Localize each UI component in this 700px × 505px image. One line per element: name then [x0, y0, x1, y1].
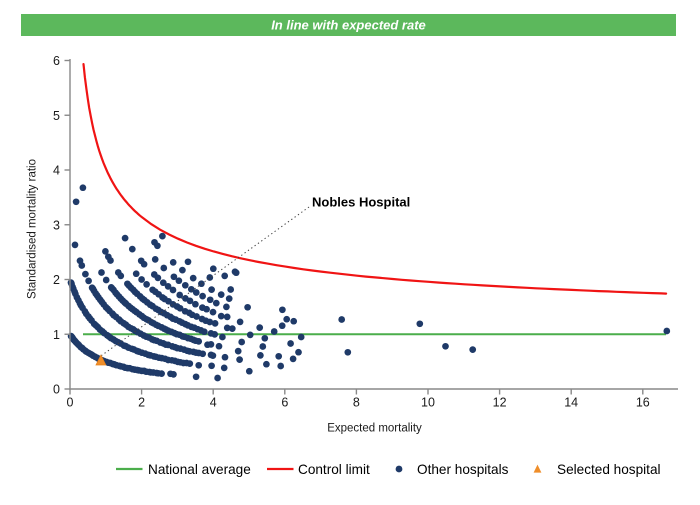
svg-text:6: 6	[281, 396, 288, 410]
svg-text:Other hospitals: Other hospitals	[417, 462, 509, 477]
svg-text:National average: National average	[148, 462, 251, 477]
svg-text:2: 2	[53, 273, 60, 287]
svg-text:1: 1	[53, 328, 60, 342]
svg-text:5: 5	[53, 109, 60, 123]
svg-text:0: 0	[67, 396, 74, 410]
svg-text:3: 3	[53, 218, 60, 232]
svg-text:Nobles Hospital: Nobles Hospital	[312, 194, 410, 209]
svg-text:16: 16	[636, 396, 650, 410]
svg-text:Expected mortality: Expected mortality	[327, 423, 422, 435]
svg-text:10: 10	[421, 396, 435, 410]
svg-text:In line with expected rate: In line with expected rate	[271, 18, 426, 33]
svg-text:14: 14	[564, 396, 578, 410]
svg-text:4: 4	[210, 396, 217, 410]
svg-text:8: 8	[353, 396, 360, 410]
svg-text:Selected hospital: Selected hospital	[557, 462, 661, 477]
svg-text:4: 4	[53, 164, 60, 178]
svg-text:6: 6	[53, 54, 60, 68]
svg-text:0: 0	[53, 383, 60, 397]
svg-text:2: 2	[138, 396, 145, 410]
svg-text:12: 12	[493, 396, 507, 410]
svg-text:Standardised mortality ratio: Standardised mortality ratio	[27, 159, 39, 299]
svg-text:Control limit: Control limit	[298, 462, 370, 477]
